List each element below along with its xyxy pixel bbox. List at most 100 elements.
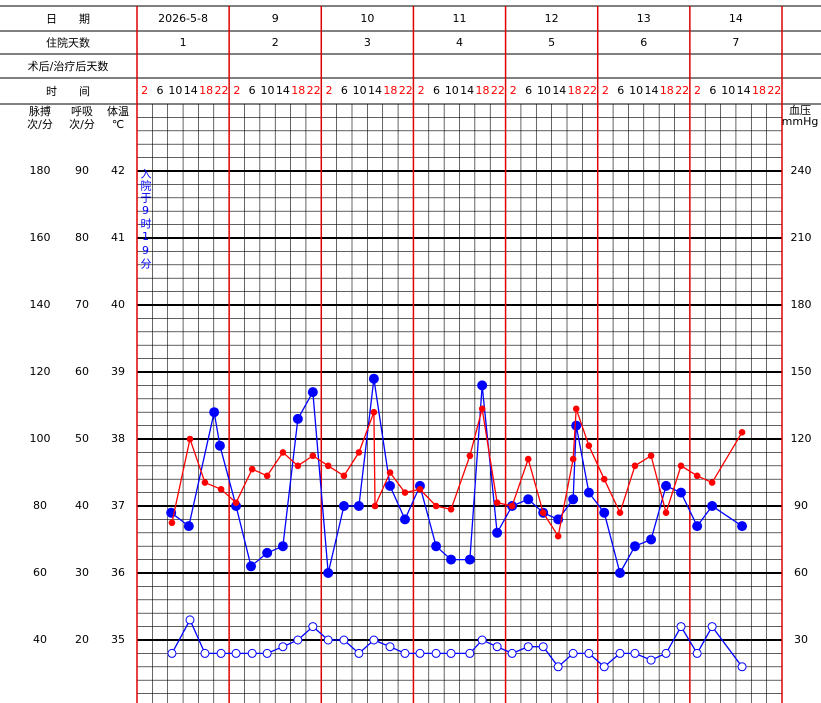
hospital-day: 4 <box>456 36 463 49</box>
time-label: 6 <box>249 84 256 97</box>
point <box>523 494 534 505</box>
point <box>692 648 702 658</box>
point <box>324 462 332 470</box>
point <box>583 487 594 498</box>
point <box>631 462 639 470</box>
hospital-day: 7 <box>732 36 739 49</box>
admission-note: 入院于9时19分 <box>139 168 152 270</box>
point <box>708 479 716 486</box>
point <box>416 485 424 493</box>
axis-unit: ℃ <box>112 118 124 131</box>
point <box>231 648 241 658</box>
time-label: 22 <box>767 84 781 97</box>
time-label: 2 <box>141 84 148 97</box>
time-label: 10 <box>629 84 643 97</box>
point <box>584 648 594 658</box>
point <box>554 532 562 540</box>
point <box>676 622 686 632</box>
point <box>400 648 410 658</box>
point <box>553 662 563 672</box>
point <box>477 380 488 391</box>
time-label: 14 <box>184 84 198 97</box>
point <box>661 648 671 658</box>
date: 10 <box>360 12 374 25</box>
y-tick-label: 30 <box>75 566 89 579</box>
point <box>355 449 363 456</box>
point <box>676 487 687 498</box>
y-tick-label: 60 <box>33 566 47 579</box>
point <box>446 648 456 658</box>
series-line <box>171 408 743 538</box>
y-tick-label: 42 <box>111 164 125 177</box>
point <box>646 534 657 545</box>
y2-tick-label: 90 <box>794 499 808 512</box>
point <box>354 648 364 658</box>
time-label: 18 <box>291 84 305 97</box>
point <box>186 435 194 443</box>
hospital-day: 5 <box>548 36 555 49</box>
point <box>585 442 593 450</box>
y2-tick-label: 150 <box>791 365 812 378</box>
point <box>431 648 441 658</box>
point <box>200 648 210 658</box>
date: 9 <box>272 12 279 25</box>
y2-unit: mmHg <box>782 115 819 128</box>
y-tick-label: 140 <box>30 298 51 311</box>
y-tick-label: 20 <box>75 633 89 646</box>
point <box>692 521 703 532</box>
y2-tick-label: 120 <box>791 432 812 445</box>
point <box>431 541 442 552</box>
time-label: 10 <box>353 84 367 97</box>
y-tick-label: 40 <box>111 298 125 311</box>
point <box>262 648 272 658</box>
point <box>523 642 533 652</box>
point <box>385 642 395 652</box>
time-label: 6 <box>525 84 532 97</box>
hospital-day: 1 <box>180 36 187 49</box>
time-label: 10 <box>261 84 275 97</box>
time-label: 22 <box>583 84 597 97</box>
y-tick-label: 100 <box>30 432 51 445</box>
point <box>277 541 288 552</box>
point <box>615 648 625 658</box>
point <box>263 472 271 480</box>
point <box>293 635 303 645</box>
y-tick-label: 37 <box>111 499 125 512</box>
time-label: 22 <box>399 84 413 97</box>
time-label: 18 <box>383 84 397 97</box>
time-label: 6 <box>617 84 624 97</box>
point <box>677 462 685 470</box>
point <box>493 499 501 506</box>
time-label: 14 <box>460 84 474 97</box>
time-label: 18 <box>660 84 674 97</box>
point <box>707 501 718 511</box>
date: 14 <box>729 12 743 25</box>
y-tick-label: 40 <box>75 499 89 512</box>
point <box>629 541 640 552</box>
time-label: 22 <box>675 84 689 97</box>
row-label: 术后/治疗后天数 <box>28 59 109 73</box>
point <box>401 489 409 496</box>
point <box>477 635 487 645</box>
time-label: 14 <box>276 84 290 97</box>
row-label: 住院天数 <box>46 36 90 50</box>
time-label: 6 <box>433 84 440 97</box>
y-tick-label: 40 <box>33 633 47 646</box>
point <box>662 509 670 516</box>
point <box>737 521 748 532</box>
time-label: 18 <box>476 84 490 97</box>
time-label: 14 <box>737 84 751 97</box>
point <box>571 420 582 431</box>
point <box>478 405 486 413</box>
point <box>465 648 475 658</box>
point <box>600 475 608 483</box>
point <box>568 494 579 505</box>
point <box>386 469 394 476</box>
point <box>599 662 609 672</box>
hospital-day: 3 <box>364 36 371 49</box>
time-label: 6 <box>341 84 348 97</box>
time-label: 6 <box>157 84 164 97</box>
point <box>569 455 577 463</box>
